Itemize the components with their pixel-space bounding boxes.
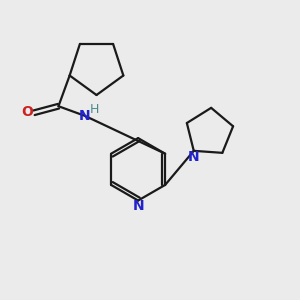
- Text: N: N: [132, 199, 144, 213]
- Text: H: H: [90, 103, 99, 116]
- Text: O: O: [22, 105, 34, 119]
- Text: N: N: [188, 150, 200, 164]
- Text: N: N: [79, 109, 91, 123]
